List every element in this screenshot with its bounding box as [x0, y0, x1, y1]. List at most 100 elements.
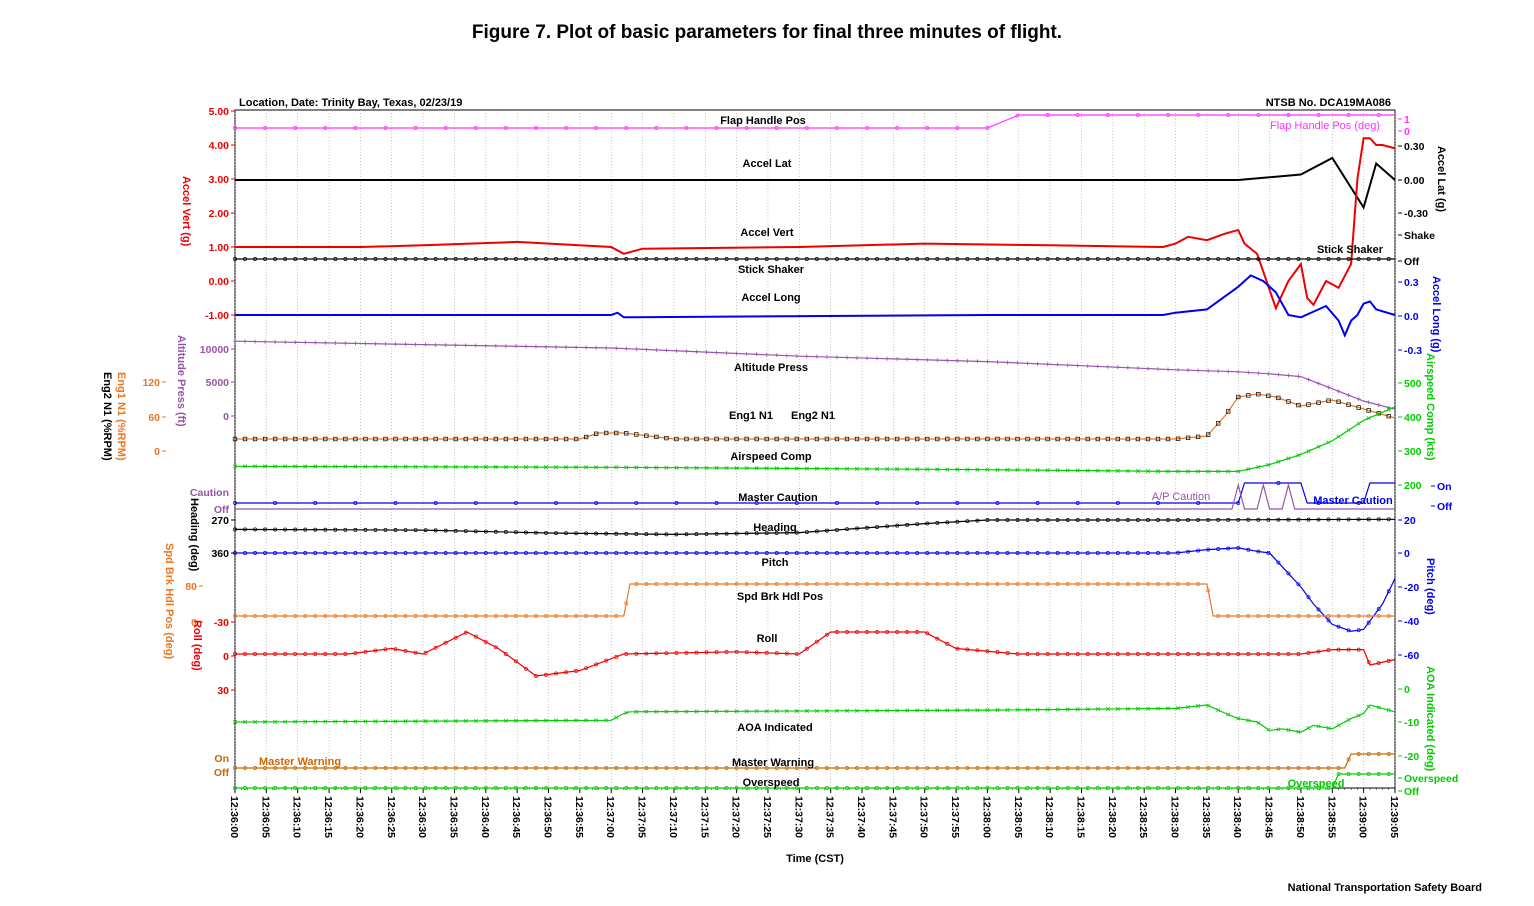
- marker-circle: [915, 786, 920, 790]
- marker-square: [262, 436, 268, 442]
- marker-circle: [1346, 257, 1351, 261]
- master-caution-right-tick-label: Off: [1437, 501, 1453, 513]
- marker-circle: [1236, 766, 1241, 770]
- marker-circle: [644, 551, 649, 555]
- marker-x: [303, 464, 308, 469]
- marker-circle: [513, 257, 518, 261]
- marker-circle: [774, 786, 779, 790]
- marker-circle: [764, 786, 769, 790]
- marker-circle: [1276, 766, 1281, 770]
- x-tick-label: 12:37:10: [667, 796, 679, 838]
- marker-circle: [1326, 766, 1331, 770]
- marker-circle: [634, 551, 639, 555]
- series-roll-line: [235, 631, 1396, 677]
- x-tick-label: 12:36:50: [542, 796, 554, 838]
- marker-circle: [875, 786, 880, 790]
- marker-circle: [634, 532, 639, 536]
- marker-circle: [855, 766, 859, 770]
- marker-square: [473, 436, 478, 442]
- marker-circle: [423, 257, 428, 261]
- marker-circle: [483, 614, 488, 618]
- marker-x: [1075, 707, 1080, 712]
- marker-circle: [1166, 786, 1170, 790]
- marker-circle: [824, 582, 829, 586]
- marker-circle: [443, 614, 448, 618]
- marker-circle: [594, 501, 599, 505]
- marker-circle: [253, 652, 258, 656]
- marker-circle: [353, 126, 358, 130]
- marker-circle: [293, 527, 298, 532]
- marker-circle: [303, 527, 308, 532]
- marker-circle: [985, 257, 990, 261]
- marker-circle: [423, 528, 428, 533]
- marker-x: [935, 708, 940, 713]
- marker-circle: [574, 766, 579, 770]
- marker-circle: [343, 766, 348, 770]
- marker-circle: [1256, 517, 1261, 522]
- accel-lat-axis-title: Accel Lat (g): [1435, 146, 1447, 212]
- marker-circle: [413, 126, 418, 130]
- marker-circle: [935, 551, 940, 555]
- marker-x: [232, 464, 238, 469]
- marker-circle: [985, 126, 990, 130]
- marker-square: [232, 436, 238, 442]
- marker-circle: [1256, 766, 1261, 770]
- series-accel-vert-line: [235, 137, 1396, 311]
- marker-circle: [1386, 257, 1391, 261]
- series-overspeed-markers: [233, 772, 1391, 790]
- marker-plus: [443, 343, 448, 348]
- marker-x: [283, 719, 288, 724]
- marker-plus: [1236, 369, 1241, 374]
- marker-circle: [1296, 766, 1301, 770]
- marker-x: [413, 464, 418, 469]
- marker-x: [373, 464, 378, 469]
- marker-plus: [794, 354, 799, 359]
- marker-circle: [574, 786, 579, 790]
- x-tick-label: 12:38:35: [1200, 796, 1212, 838]
- marker-plus: [684, 349, 689, 354]
- marker-square: [844, 436, 850, 442]
- marker-x: [945, 708, 950, 713]
- marker-square: [513, 436, 519, 442]
- marker-circle: [1286, 571, 1291, 576]
- pitch-axis-title: Pitch (deg): [1424, 558, 1436, 615]
- marker-circle: [263, 527, 268, 532]
- marker-circle: [534, 257, 538, 261]
- marker-x: [453, 464, 458, 469]
- marker-circle: [664, 786, 669, 790]
- marker-circle: [1166, 113, 1170, 117]
- label-flap-handle-pos: Flap Handle Pos: [720, 115, 806, 127]
- x-tick-label: 12:38:20: [1106, 796, 1118, 838]
- marker-circle: [1075, 551, 1080, 555]
- marker-plus: [1145, 366, 1150, 371]
- marker-circle: [935, 257, 940, 261]
- marker-circle: [1286, 113, 1291, 117]
- marker-circle: [975, 766, 980, 770]
- marker-square: [1085, 436, 1090, 442]
- marker-x: [1035, 468, 1040, 473]
- marker-circle: [1246, 547, 1251, 552]
- marker-circle: [975, 786, 980, 790]
- marker-circle: [473, 786, 478, 790]
- x-tick-label: 12:38:40: [1231, 796, 1243, 838]
- flap-tick-label: 0: [1404, 126, 1410, 138]
- marker-circle: [945, 641, 950, 646]
- marker-x: [543, 718, 549, 723]
- marker-circle: [764, 551, 769, 555]
- marker-circle: [1075, 766, 1080, 770]
- marker-circle: [463, 786, 468, 790]
- marker-plus: [985, 359, 990, 364]
- marker-circle: [885, 257, 890, 261]
- marker-plus: [1356, 397, 1361, 402]
- marker-circle: [1015, 651, 1020, 656]
- marker-circle: [564, 257, 569, 261]
- marker-circle: [1196, 257, 1201, 261]
- marker-x: [604, 718, 609, 723]
- label-stick-shaker: Stick Shaker: [738, 264, 805, 276]
- flap-tick-label: 1: [1404, 114, 1410, 126]
- airspeed-tick-label: 300: [1404, 446, 1422, 458]
- marker-circle: [1246, 517, 1251, 522]
- marker-circle: [724, 786, 729, 790]
- aoa-tick-label: -10: [1404, 717, 1419, 729]
- marker-circle: [895, 630, 900, 634]
